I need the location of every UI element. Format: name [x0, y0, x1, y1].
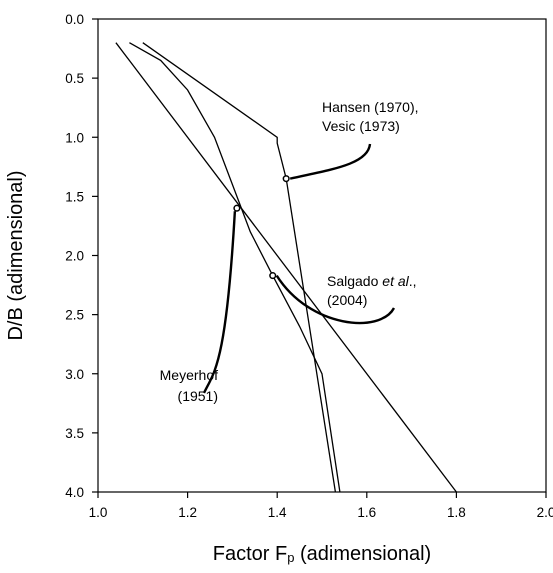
annotation-arrow-2	[204, 211, 235, 393]
x-axis-title-subscript: p	[287, 550, 294, 565]
annotation-line: Salgado	[327, 273, 382, 289]
y-tick-label: 0.0	[65, 12, 84, 27]
x-tick-label: 1.8	[447, 505, 466, 520]
y-tick-label: 4.0	[65, 485, 84, 500]
series-line-0	[143, 43, 336, 492]
annotation-marker-2	[234, 205, 240, 211]
axes-group: 1.0 1.2 1.4 1.6 1.8 2.0 0.0 0.5 1.0 1.5 2.0 2.5 3.0 3…	[65, 12, 553, 520]
y-tick-label: 2.5	[65, 308, 84, 323]
y-tick-label: 1.5	[65, 189, 84, 204]
annotations-group: Hansen (1970), Vesic (1973) Salgado et al.…	[160, 99, 421, 404]
x-tick-label: 1.4	[268, 505, 287, 520]
annotation-label-1: Salgado et al., (2004)	[327, 273, 420, 308]
x-tick-label: 1.0	[89, 505, 108, 520]
annotation-line: (1951)	[178, 388, 218, 404]
x-tick-label: 2.0	[537, 505, 553, 520]
annotation-line: et al	[382, 273, 409, 289]
annotation-marker-0	[283, 176, 289, 182]
y-tick-label: 2.0	[65, 249, 84, 264]
annotation-label-0: Hansen (1970), Vesic (1973)	[322, 99, 419, 134]
annotation-line: .,	[409, 273, 421, 289]
x-axis-title-part: Factor F	[213, 543, 287, 565]
annotation-arrow-0	[290, 144, 370, 179]
x-tick-label: 1.6	[357, 505, 376, 520]
y-tick-label: 3.5	[65, 426, 84, 441]
y-tick-label: 0.5	[65, 71, 84, 86]
y-axis-title: D/B (adimensional)	[5, 170, 27, 340]
y-tick-label: 1.0	[65, 130, 84, 145]
annotation-line: Vesic (1973)	[322, 118, 400, 134]
x-axis-title: Factor Fp (adimensional)	[213, 543, 431, 565]
annotation-line: Hansen (1970),	[322, 99, 419, 115]
annotation-marker-1	[270, 273, 276, 279]
plot-frame	[98, 19, 546, 492]
annotation-line: (2004)	[327, 292, 367, 308]
annotation-label-2: Meyerhof (1951)	[160, 367, 218, 404]
x-tick-label: 1.2	[178, 505, 197, 520]
series-line-2	[129, 43, 340, 492]
x-axis-title-part: (adimensional)	[294, 543, 431, 565]
y-tick-label: 3.0	[65, 367, 84, 382]
